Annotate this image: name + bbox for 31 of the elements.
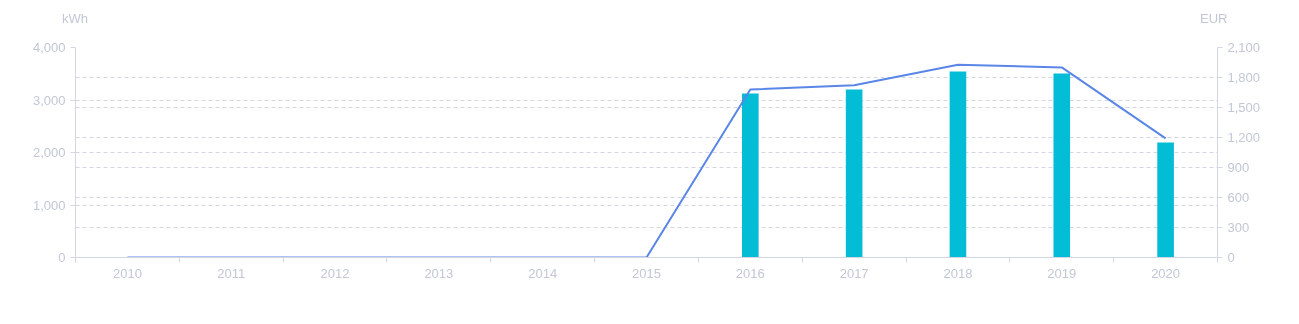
y2-axis-title: EUR	[1200, 10, 1228, 28]
y2-tick-label: 1,200	[1227, 130, 1261, 145]
y-tick-label: 0	[58, 250, 66, 265]
x-tick-label: 2016	[735, 265, 765, 281]
y-tick-label: 3,000	[32, 92, 66, 108]
x-tick-label: 2015	[632, 265, 661, 281]
bar	[949, 71, 967, 258]
bar	[845, 89, 863, 258]
bar	[742, 93, 759, 258]
y-axis-title: kWh	[62, 10, 88, 28]
x-tick-label: 2018	[943, 265, 973, 281]
bar	[1053, 73, 1071, 258]
x-tick-label: 2014	[528, 265, 558, 281]
y2-tick-label: 1,800	[1227, 70, 1261, 85]
y-tick-label: 4,000	[32, 40, 66, 55]
x-tick-label: 2011	[217, 265, 246, 281]
y2-tick-label: 1,500	[1227, 100, 1261, 115]
y2-tick-label: 900	[1227, 160, 1250, 175]
y-tick-label: 1,000	[32, 197, 66, 213]
x-tick-label: 2020	[1151, 265, 1181, 281]
y2-tick-label: 0	[1227, 250, 1235, 265]
x-tick-label: 2010	[112, 265, 142, 281]
x-tick-label: 2012	[320, 265, 350, 281]
x-tick-label: 2019	[1047, 265, 1077, 281]
bar	[1157, 142, 1174, 258]
y-tick-label: 2,000	[32, 145, 66, 160]
x-tick-label: 2013	[424, 265, 454, 281]
y2-tick-label: 600	[1227, 190, 1250, 205]
y2-tick-label: 300	[1227, 220, 1250, 235]
x-tick-label: 2017	[839, 265, 869, 281]
y2-tick-label: 2,100	[1227, 40, 1261, 55]
